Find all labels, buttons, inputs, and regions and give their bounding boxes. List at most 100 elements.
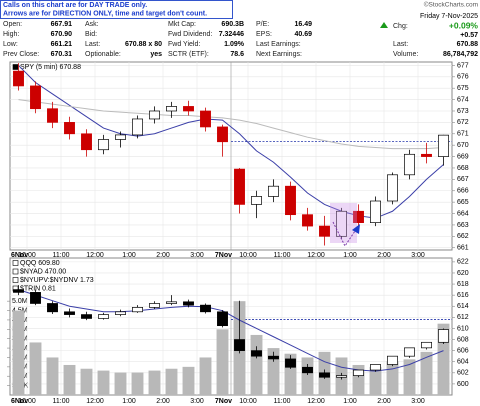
- candle-body: [370, 200, 381, 224]
- notice-line: Arrows are for DIRECTION ONLY, time and …: [3, 10, 207, 17]
- lower-panel: 600602604606608610612614616618620622500K…: [7, 258, 469, 405]
- field-value: 670.31: [51, 51, 73, 58]
- y-tick-label: 610: [457, 325, 469, 332]
- candle-body: [217, 311, 228, 327]
- x-tick-label: 2:00: [377, 252, 391, 259]
- field-label: Mkt Cap:: [168, 21, 196, 28]
- candle-body: [217, 126, 228, 143]
- quote-label: Volume:: [393, 51, 418, 58]
- candle-body: [30, 292, 41, 304]
- legend-label: QQQ 609.80: [20, 260, 60, 267]
- field-value: 1.09%: [224, 41, 245, 48]
- highlight-box: [330, 203, 357, 243]
- y-tick-label: 606: [457, 347, 469, 354]
- volume-bar: [301, 357, 314, 395]
- y-tick-label: 676: [457, 74, 469, 81]
- legend-label: $TRIN 0.81: [20, 285, 56, 292]
- volume-bar: [46, 357, 59, 395]
- legend-swatch: [12, 268, 19, 275]
- volume-bar: [250, 334, 263, 395]
- volume-bar: [80, 368, 93, 395]
- y-tick-label: 670: [457, 142, 469, 149]
- notice-box: [0, 0, 233, 19]
- field-label: Ask:: [85, 21, 99, 28]
- y-tick-label: 600: [457, 381, 469, 388]
- y-tick-label: 608: [457, 336, 469, 343]
- field-value: 670.90: [51, 31, 73, 38]
- field-value: yes: [150, 51, 162, 58]
- candle-body: [319, 372, 330, 378]
- direction-path: [332, 221, 356, 247]
- x-tick-label: 10:00: [239, 398, 257, 405]
- candle-body: [370, 364, 381, 371]
- y-tick-label: 664: [457, 210, 469, 217]
- x-tick-label: 10:00: [18, 398, 36, 405]
- x-tick-label: 2:00: [156, 398, 170, 405]
- field-label: High:: [3, 31, 19, 38]
- field-label: P/E:: [256, 21, 269, 28]
- candle-body: [13, 289, 24, 293]
- day-label: 7Nov: [215, 252, 232, 259]
- volume-bar: [420, 351, 433, 395]
- x-tick-label: 3:00: [411, 252, 425, 259]
- y-tick-label: 667: [457, 176, 469, 183]
- field-label: Fwd Dividend:: [168, 31, 212, 38]
- candle-body: [166, 106, 177, 112]
- volume-bar: [403, 359, 416, 395]
- y-tick-label: 674: [457, 96, 469, 103]
- candle-body: [404, 347, 415, 357]
- field-label: Low:: [3, 41, 18, 48]
- y-tick-label: 669: [457, 153, 469, 160]
- candle-body: [13, 70, 24, 87]
- candle-body: [149, 110, 160, 120]
- candle-body: [98, 139, 109, 151]
- volume-bar: [29, 342, 42, 395]
- price-panel: 661 662 663 664 665 666 667 668 669 670 671 672 673 6…: [10, 62, 469, 259]
- date: Friday 7-Nov-2025: [420, 13, 478, 20]
- y-tick-label: 666: [457, 188, 469, 195]
- candle-body: [302, 366, 313, 374]
- y-tick-label: 614: [457, 303, 469, 310]
- field-value: 78.6: [230, 51, 244, 58]
- x-tick-label: 11:00: [274, 252, 291, 259]
- volume-bar: [114, 372, 127, 395]
- quote-value: +0.57: [460, 32, 478, 39]
- quote-label: Last:: [393, 41, 408, 48]
- volume-bar: [12, 310, 25, 395]
- candle-body: [30, 85, 41, 110]
- candle-body: [438, 134, 449, 157]
- x-tick-label: 2:00: [156, 252, 170, 259]
- candle-body: [387, 174, 398, 202]
- candle-body: [200, 304, 211, 313]
- candle-body: [251, 196, 262, 205]
- field-label: Bid:: [85, 31, 97, 38]
- candle-body: [200, 110, 211, 128]
- y-tick-label: 671: [457, 131, 469, 138]
- candle-body: [81, 314, 92, 319]
- quote-value: 670.88: [457, 41, 479, 48]
- logo: ©StockCharts.com: [424, 1, 478, 9]
- legend-label: $NYUPV:$NYDNV 1.73: [20, 277, 94, 284]
- candle-body: [183, 301, 194, 306]
- quote-value: +0.09%: [449, 20, 479, 30]
- candle-body: [268, 185, 279, 197]
- field-value: 16.49: [294, 21, 312, 28]
- legend-swatch: [12, 277, 19, 283]
- field-value: 670.88 x 80: [125, 41, 162, 48]
- y-tick-label: 612: [457, 314, 469, 321]
- y-tick-label: 616: [457, 292, 469, 299]
- x-tick-label: 1:00: [343, 252, 357, 259]
- candle-body: [336, 210, 347, 237]
- field-label: EPS:: [256, 31, 272, 38]
- x-tick-label: 10:00: [18, 252, 36, 259]
- volume-bar: [369, 366, 382, 395]
- volume-bar: [386, 361, 399, 395]
- y-tick-label: 622: [457, 259, 469, 266]
- y2-tick-label: 5.0M: [12, 298, 28, 305]
- field-value: 690.3B: [221, 21, 244, 28]
- field-value: 667.91: [51, 21, 73, 28]
- volume-bar: [267, 348, 280, 395]
- volume-bar: [437, 323, 450, 395]
- candle-body: [336, 375, 347, 378]
